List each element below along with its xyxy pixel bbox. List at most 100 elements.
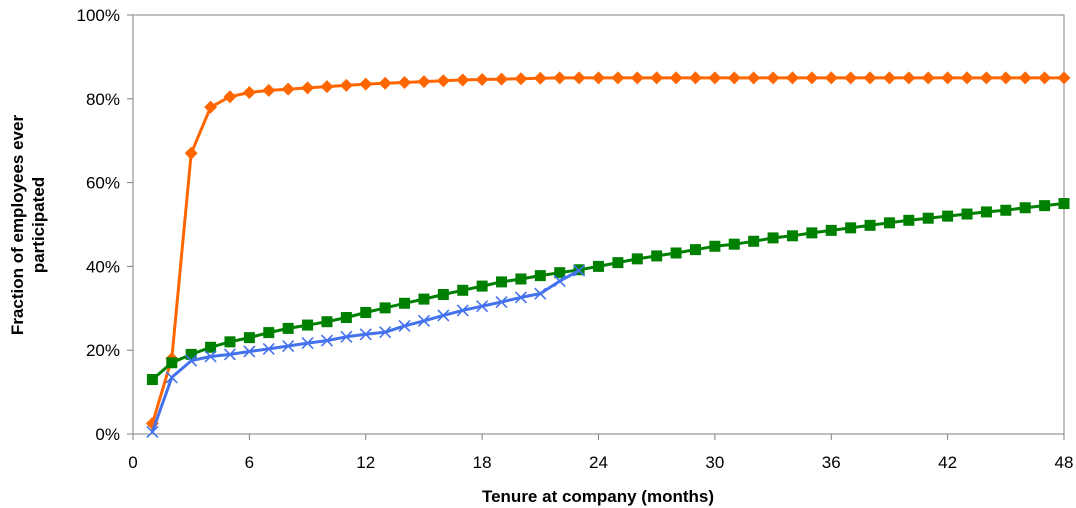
data-point-square: [825, 224, 837, 236]
data-point-x: [573, 264, 586, 277]
data-point-square: [515, 273, 527, 285]
data-point-x: [553, 274, 566, 288]
data-point-square: [651, 250, 663, 262]
data-point-diamond: [475, 73, 489, 87]
data-point-diamond: [242, 86, 256, 100]
y-axis-title-line-2: participated: [29, 177, 48, 273]
data-point-diamond: [339, 78, 353, 92]
data-point-diamond: [824, 71, 838, 85]
series-2: [146, 198, 1070, 386]
data-point-diamond: [921, 71, 935, 85]
data-point-diamond: [708, 71, 722, 85]
data-point-diamond: [417, 75, 431, 89]
x-tick-label: 12: [356, 453, 375, 472]
data-point-diamond: [495, 72, 509, 86]
data-point-diamond: [902, 71, 916, 85]
data-point-diamond: [204, 100, 218, 114]
data-point-x: [223, 348, 237, 361]
data-point-diamond: [514, 72, 528, 86]
data-point-square: [631, 253, 643, 265]
data-point-square: [534, 270, 546, 282]
data-point-diamond: [553, 71, 567, 85]
data-point-diamond: [844, 71, 858, 85]
data-point-x: [379, 326, 392, 339]
data-point-x: [359, 328, 372, 341]
data-point-square: [205, 341, 217, 353]
x-tick-label: 18: [473, 453, 492, 472]
data-point-square: [340, 312, 352, 324]
data-point-square: [961, 208, 973, 220]
x-tick-label: 48: [1055, 453, 1074, 472]
data-point-square: [554, 267, 566, 279]
data-point-square: [1000, 204, 1012, 216]
data-point-square: [709, 240, 721, 252]
data-point-diamond: [320, 80, 334, 94]
series-2-line: [151, 202, 1065, 381]
data-point-square: [845, 222, 857, 234]
data-point-x: [204, 350, 217, 363]
series-layer: [145, 71, 1071, 438]
data-point-x: [340, 330, 353, 343]
data-point-diamond: [669, 71, 683, 85]
data-point-diamond: [941, 71, 955, 85]
data-point-x: [398, 319, 411, 332]
data-point-square: [185, 348, 197, 360]
data-point-square: [883, 217, 895, 229]
series-3: [146, 264, 586, 438]
y-tick-label: 60%: [86, 174, 120, 193]
data-point-diamond: [436, 74, 450, 88]
data-point-diamond: [785, 71, 799, 85]
data-point-x: [495, 295, 508, 309]
data-point-square: [399, 297, 411, 309]
data-point-diamond: [592, 71, 605, 85]
data-point-x: [514, 291, 527, 304]
x-tick-label: 24: [589, 453, 608, 472]
data-point-diamond: [882, 71, 896, 85]
data-point-square: [922, 212, 934, 224]
data-point-diamond: [184, 146, 198, 160]
data-point-diamond: [650, 71, 664, 85]
data-point-x: [301, 337, 314, 350]
data-point-diamond: [456, 73, 470, 87]
data-point-diamond: [747, 71, 761, 85]
series-1-line: [150, 76, 1064, 424]
data-point-square: [806, 227, 818, 239]
data-point-square: [728, 238, 740, 250]
data-point-diamond: [572, 71, 586, 85]
data-point-x: [146, 425, 159, 438]
data-point-square: [612, 257, 624, 269]
data-point-square: [437, 288, 449, 300]
y-axis-title: Fraction of employees ever participated: [8, 115, 48, 336]
x-tick-label: 6: [245, 453, 254, 472]
data-point-x: [417, 314, 431, 327]
y-tick-label: 0%: [95, 425, 120, 444]
data-point-x: [243, 345, 256, 358]
data-point-square: [496, 276, 508, 288]
data-point-diamond: [979, 71, 993, 85]
data-point-x: [185, 354, 198, 367]
data-point-diamond: [960, 71, 974, 85]
data-point-square: [321, 316, 333, 328]
data-point-diamond: [805, 71, 819, 85]
data-point-diamond: [611, 71, 625, 85]
data-point-square: [418, 293, 430, 305]
data-point-diamond: [1018, 71, 1032, 85]
data-point-square: [379, 302, 391, 314]
data-point-square: [1039, 200, 1051, 212]
data-point-square: [457, 284, 469, 296]
data-point-x: [534, 287, 547, 300]
y-tick-label: 80%: [86, 90, 120, 109]
data-point-square: [864, 219, 876, 231]
data-point-diamond: [688, 71, 702, 85]
data-point-square: [593, 260, 604, 272]
x-axis-title: Tenure at company (months): [482, 487, 714, 506]
data-point-diamond: [398, 75, 412, 89]
data-point-square: [1019, 202, 1031, 214]
data-point-square: [146, 374, 158, 386]
data-point-diamond: [359, 77, 373, 91]
data-point-square: [980, 206, 992, 218]
y-axis-ticks: 0% 20% 40% 60% 80% 100%: [77, 6, 133, 444]
data-point-square: [1058, 198, 1070, 210]
data-point-square: [903, 214, 915, 226]
data-point-x: [165, 371, 178, 384]
